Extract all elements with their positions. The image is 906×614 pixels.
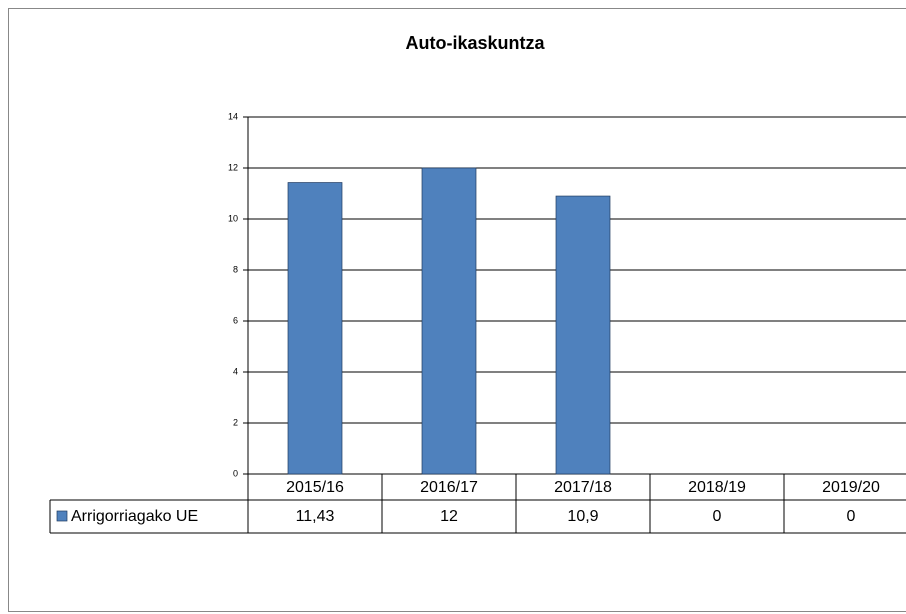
x-tick-label: 2019/20 <box>822 479 880 496</box>
x-tick-label: 2015/16 <box>286 479 344 496</box>
y-tick-label: 14 <box>228 111 238 121</box>
x-tick-label: 2017/18 <box>554 479 612 496</box>
bar <box>287 182 343 475</box>
table-value: 11,43 <box>296 508 335 525</box>
table-value: 0 <box>847 508 856 525</box>
table-value: 12 <box>440 508 458 525</box>
x-tick-label: 2016/17 <box>420 479 478 496</box>
legend-label: Arrigorriagako UE <box>71 508 198 525</box>
bar <box>555 195 611 475</box>
chart-title: Auto-ikaskuntza <box>405 33 545 53</box>
y-tick-label: 8 <box>233 264 238 274</box>
table-value: 0 <box>713 508 722 525</box>
y-tick-label: 12 <box>228 162 238 172</box>
y-tick-label: 0 <box>233 468 238 478</box>
y-tick-label: 6 <box>233 315 238 325</box>
y-tick-label: 10 <box>228 213 238 223</box>
bar <box>421 167 477 475</box>
table-value: 10,9 <box>567 508 598 525</box>
y-tick-label: 4 <box>233 366 238 376</box>
legend-key <box>56 510 68 522</box>
y-tick-label: 2 <box>233 417 238 427</box>
x-tick-label: 2018/19 <box>688 479 746 496</box>
